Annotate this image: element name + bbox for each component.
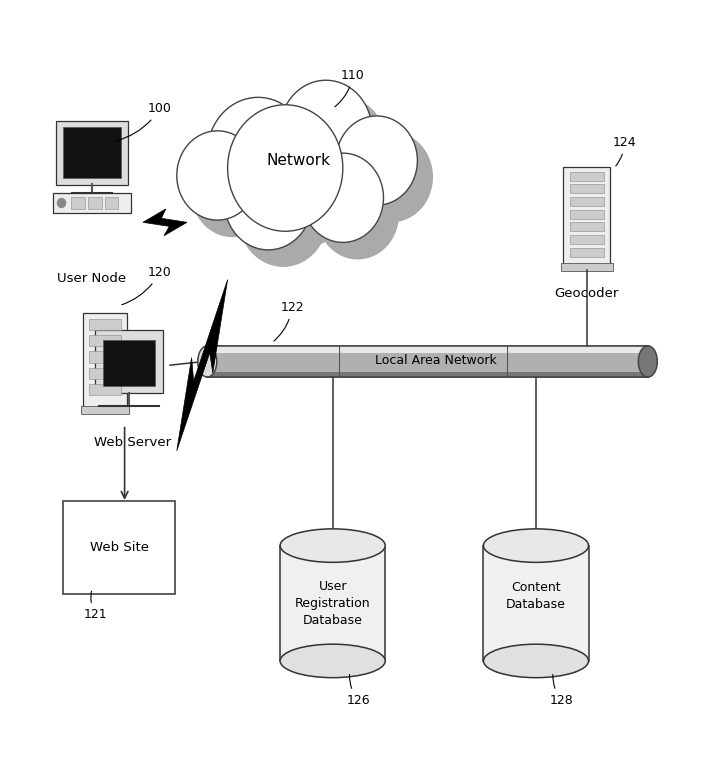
FancyBboxPatch shape — [89, 351, 121, 363]
Circle shape — [243, 121, 358, 248]
Text: 110: 110 — [335, 69, 365, 107]
FancyBboxPatch shape — [56, 121, 128, 185]
FancyBboxPatch shape — [95, 330, 162, 393]
FancyBboxPatch shape — [208, 346, 648, 353]
FancyBboxPatch shape — [71, 197, 85, 209]
Text: 126: 126 — [347, 674, 370, 707]
FancyBboxPatch shape — [570, 197, 604, 206]
Circle shape — [302, 153, 383, 243]
FancyBboxPatch shape — [563, 167, 610, 267]
Text: Geocoder: Geocoder — [555, 287, 619, 300]
Circle shape — [239, 170, 328, 267]
FancyBboxPatch shape — [89, 367, 121, 379]
FancyBboxPatch shape — [83, 313, 126, 410]
Circle shape — [57, 198, 66, 208]
FancyBboxPatch shape — [63, 127, 121, 177]
Polygon shape — [143, 209, 187, 236]
FancyBboxPatch shape — [570, 172, 604, 181]
FancyBboxPatch shape — [561, 264, 613, 271]
Text: User Node: User Node — [57, 272, 126, 285]
Circle shape — [208, 98, 309, 209]
FancyBboxPatch shape — [570, 210, 604, 219]
FancyBboxPatch shape — [105, 197, 119, 209]
FancyBboxPatch shape — [64, 501, 175, 594]
Polygon shape — [176, 280, 227, 451]
FancyBboxPatch shape — [102, 340, 155, 386]
FancyBboxPatch shape — [208, 346, 648, 377]
Text: 124: 124 — [612, 136, 636, 166]
FancyBboxPatch shape — [88, 197, 102, 209]
FancyBboxPatch shape — [89, 319, 121, 330]
Circle shape — [294, 97, 387, 198]
Text: Local Area Network: Local Area Network — [376, 354, 497, 367]
Circle shape — [176, 131, 258, 220]
Text: Content
Database: Content Database — [506, 580, 566, 611]
Text: Network: Network — [267, 153, 331, 168]
Circle shape — [280, 81, 372, 181]
FancyBboxPatch shape — [89, 384, 121, 395]
Text: Web Server: Web Server — [94, 436, 172, 449]
Ellipse shape — [638, 346, 657, 377]
Circle shape — [222, 114, 324, 226]
Circle shape — [336, 116, 417, 205]
Text: 128: 128 — [550, 674, 574, 707]
FancyBboxPatch shape — [89, 335, 121, 346]
Circle shape — [351, 133, 432, 222]
FancyBboxPatch shape — [570, 184, 604, 193]
Ellipse shape — [484, 644, 589, 677]
Circle shape — [225, 153, 312, 250]
FancyBboxPatch shape — [54, 193, 131, 212]
FancyBboxPatch shape — [570, 222, 604, 231]
FancyBboxPatch shape — [80, 406, 129, 414]
Circle shape — [227, 105, 343, 231]
FancyBboxPatch shape — [570, 235, 604, 244]
Text: 121: 121 — [83, 591, 107, 621]
Text: 120: 120 — [122, 266, 172, 305]
FancyBboxPatch shape — [280, 546, 385, 661]
Text: 100: 100 — [115, 102, 172, 141]
FancyBboxPatch shape — [570, 248, 604, 257]
Text: 122: 122 — [274, 301, 304, 341]
Text: User
Registration
Database: User Registration Database — [295, 580, 371, 627]
Ellipse shape — [484, 529, 589, 563]
Ellipse shape — [280, 644, 385, 677]
FancyBboxPatch shape — [484, 546, 589, 661]
FancyBboxPatch shape — [208, 372, 648, 377]
Ellipse shape — [198, 346, 217, 377]
Text: Web Site: Web Site — [90, 541, 149, 554]
Ellipse shape — [280, 529, 385, 563]
Circle shape — [192, 147, 273, 236]
Circle shape — [317, 170, 398, 259]
